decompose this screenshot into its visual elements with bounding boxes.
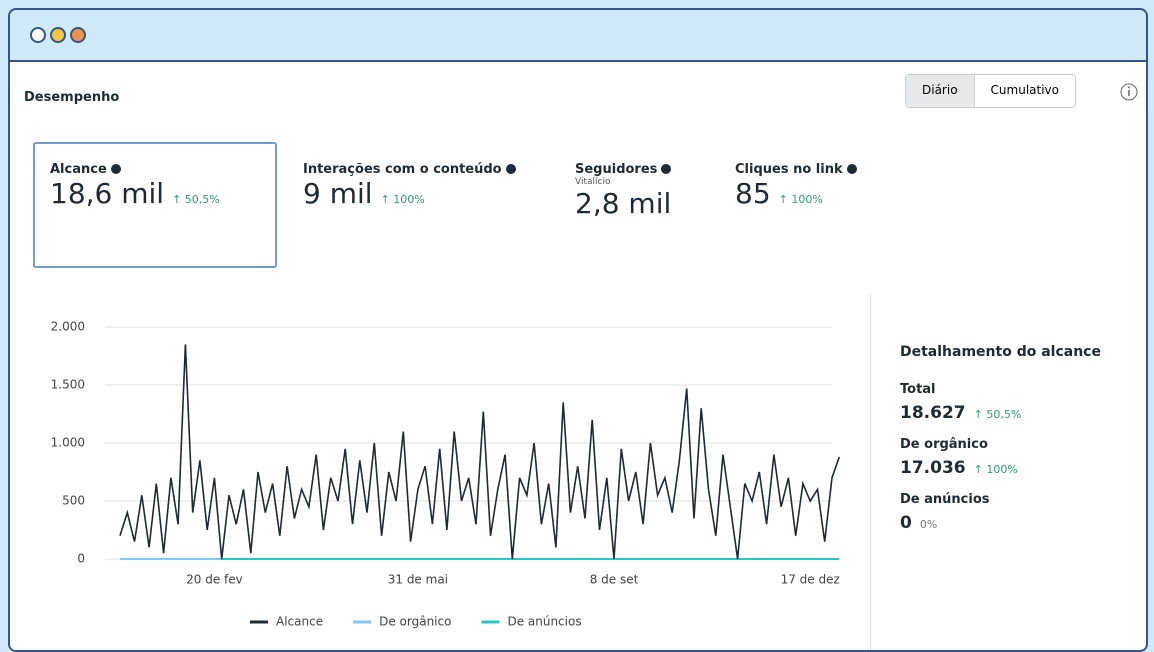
metric-value: 85 — [735, 177, 771, 210]
metric: Alcance 18,6 mil ↑ 50,5% — [50, 162, 220, 210]
metric-change: ↑ 100% — [778, 193, 823, 206]
divider — [870, 295, 871, 650]
x-tick-label: 31 de mai — [388, 573, 448, 587]
x-tick-label: 20 de fev — [186, 573, 243, 587]
legend-label: Alcance — [276, 615, 323, 629]
chart: 0 500 1.000 1.500 2.000 20 de fev 31 de mai 8 d… — [51, 320, 841, 629]
title-bar — [10, 10, 1146, 62]
window: Desempenho Diário Cumulativo Alcance 18,6… — [8, 8, 1148, 652]
y-tick-label: 2.000 — [51, 320, 85, 334]
breakdown-title: Detalhamento do alcance — [900, 344, 1101, 360]
item-label: Total — [900, 382, 936, 397]
item-change: ↑ 100% — [973, 463, 1018, 476]
series-line — [119, 344, 841, 560]
item-label: De anúncios — [900, 492, 990, 507]
metric: Seguidores Vitalício 2,8 mil — [575, 162, 672, 220]
y-tick-label: 0 — [77, 552, 85, 566]
dot — [50, 27, 66, 43]
toggle-button[interactable]: Diário — [906, 75, 975, 107]
metric: Interações com o conteúdo 9 mil ↑ 100% — [303, 162, 516, 210]
dot — [70, 27, 86, 43]
x-tick-label: 8 de set — [590, 573, 639, 587]
item-value: 17.036 — [900, 458, 966, 478]
metric-label: Alcance — [50, 162, 107, 177]
metric-label: Interações com o conteúdo — [303, 162, 502, 177]
item-label: De orgânico — [900, 437, 988, 452]
y-tick-label: 500 — [62, 494, 85, 508]
metric-value: 9 mil — [303, 177, 373, 210]
breakdown-item: De anúncios 0 0% — [900, 492, 1021, 533]
card-selected[interactable] — [33, 142, 277, 268]
section-title: Desempenho — [24, 90, 120, 105]
item-value: 0 — [900, 513, 912, 533]
metric-value: 2,8 mil — [575, 187, 672, 220]
metric-label: Seguidores — [575, 162, 658, 177]
content: Desempenho Diário Cumulativo Alcance 18,6… — [10, 62, 1146, 650]
x-tick-label: 17 de dez — [781, 573, 840, 587]
item-change: 0% — [919, 518, 938, 531]
metric-value: 18,6 mil — [50, 177, 165, 210]
metric-change: ↑ 50,5% — [172, 193, 220, 206]
breakdown-item: Total 18.627 ↑ 50,5% — [900, 382, 1021, 423]
item-value: 18.627 — [900, 403, 966, 423]
y-tick-label: 1.500 — [51, 378, 85, 392]
legend-label: De orgânico — [379, 615, 451, 629]
breakdown-item: De orgânico 17.036 ↑ 100% — [900, 437, 1021, 478]
y-tick-label: 1.000 — [51, 436, 85, 450]
toggle-button[interactable]: Cumulativo — [990, 83, 1059, 97]
toggle: Diário Cumulativo — [905, 74, 1076, 108]
metric: Cliques no link 85 ↑ 100% — [735, 162, 857, 210]
info-icon[interactable] — [1119, 82, 1139, 102]
dot — [30, 27, 46, 43]
metric-sublabel: Vitalício — [575, 177, 611, 187]
item-change: ↑ 50,5% — [973, 408, 1022, 421]
metric-label: Cliques no link — [735, 162, 843, 177]
metric-change: ↑ 100% — [380, 193, 425, 206]
legend-label: De anúncios — [507, 615, 581, 629]
